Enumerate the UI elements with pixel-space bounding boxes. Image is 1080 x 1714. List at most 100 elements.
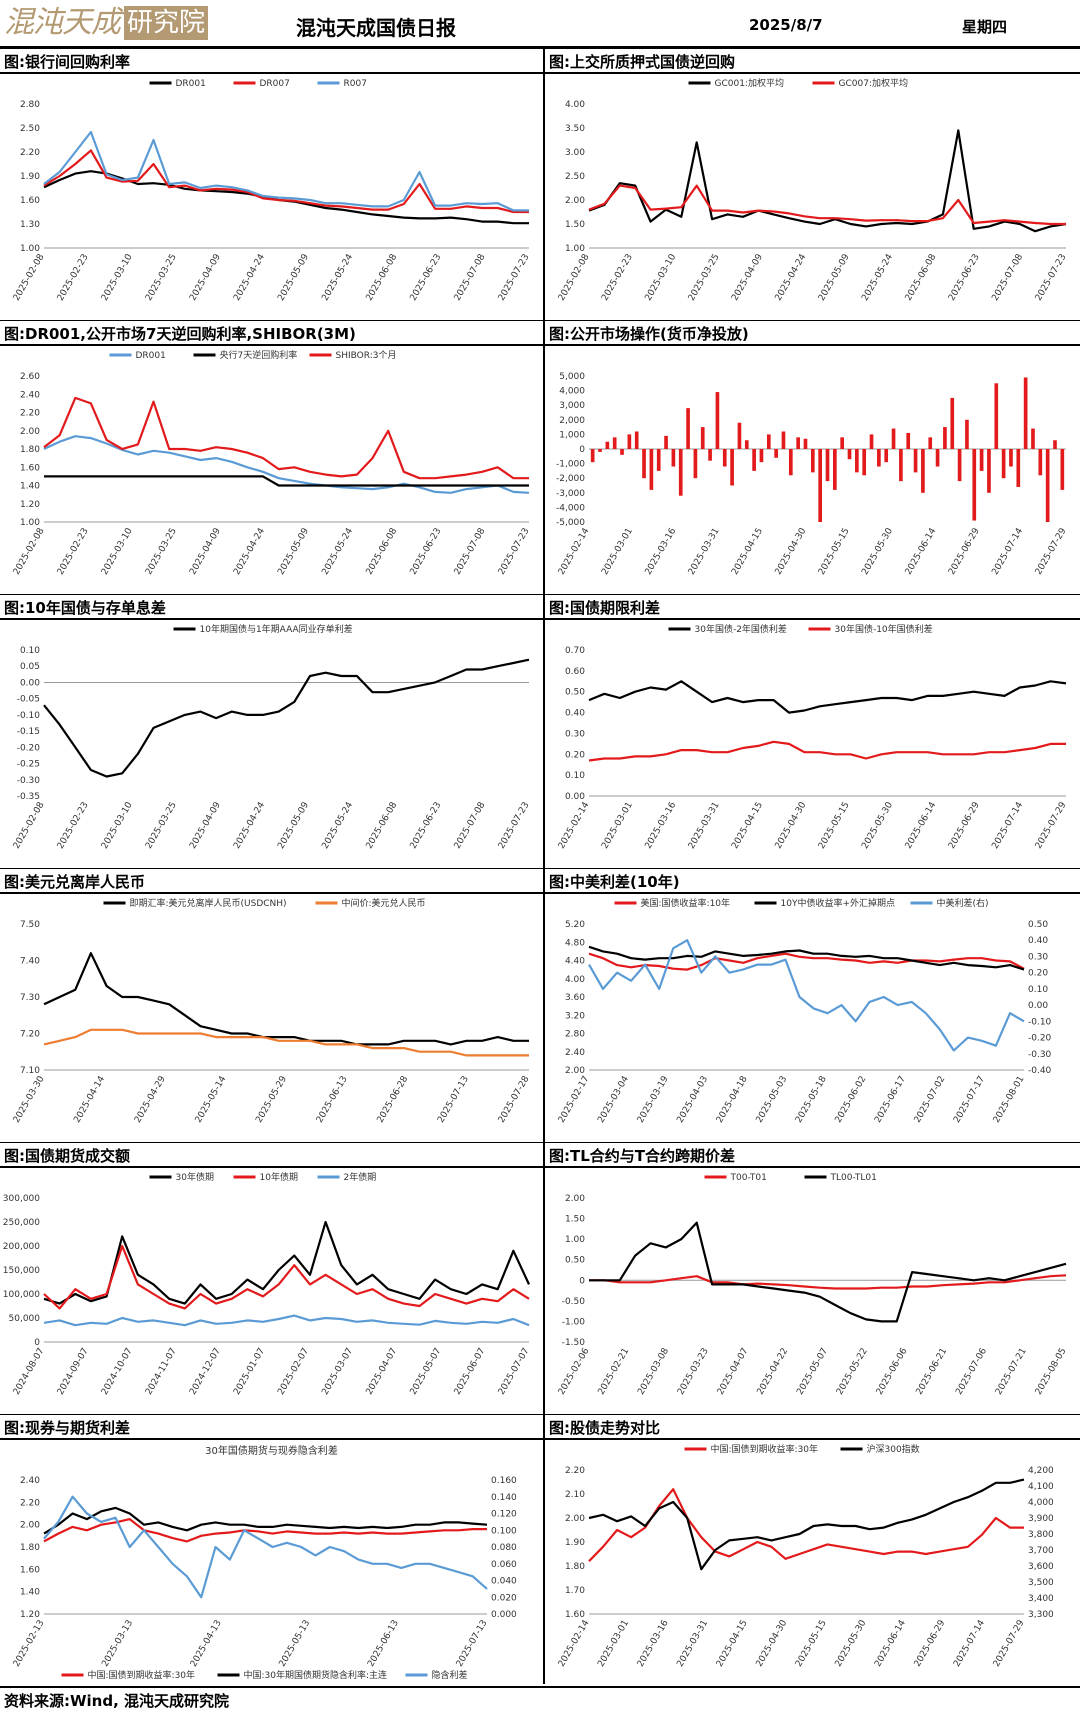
series-line <box>43 1506 488 1535</box>
y2-tick-label: -0.40 <box>1028 1066 1052 1076</box>
x-tick-label: 2025-04-09 <box>188 252 223 303</box>
x-tick-label: 2025-05-24 <box>860 252 895 303</box>
bar <box>1053 440 1057 449</box>
y-tick-label: 2.40 <box>20 1476 40 1486</box>
y-tick-label: 7.20 <box>20 1030 40 1040</box>
y-tick-label: -1.50 <box>562 1338 586 1348</box>
chart-title-c1: 图:银行间回购利率 <box>0 48 543 74</box>
chart-subtitle-c11: 30年国债期货与现券隐含利差 <box>205 1444 338 1457</box>
chart-c2: GC001:加权平均 GC007:加权平均 1.00 1.50 2.00 2.50 3.00… <box>557 77 1069 303</box>
y-tick-label: -0.05 <box>17 695 40 705</box>
y-tick-label: 4,000 <box>559 387 585 397</box>
chart-c4: -5,000 -4,000 -3,000 -2,000 -1,000 0 1,000 2,00… <box>556 372 1069 577</box>
legend-label: 10Y中债收益率+外汇掉期点 <box>781 897 896 909</box>
x-tick-label: 2025-02-14 <box>557 800 592 851</box>
y-tick-label: 0.05 <box>20 662 40 672</box>
y-tick-label: 7.50 <box>20 920 40 930</box>
y2-tick-label: -0.30 <box>1028 1050 1052 1060</box>
legend-label: 30年债期 <box>176 1171 214 1183</box>
y2-tick-label: 0.00 <box>1028 1001 1048 1011</box>
chart-c3: DR001 央行7天逆回购利率 SHIBOR:3个月 1.00 1.20 1.40 1.60… <box>12 349 532 577</box>
x-tick-label: 2025-05-09 <box>276 252 311 303</box>
y-tick-label: -3,000 <box>556 489 585 499</box>
x-tick-label: 2025-04-03 <box>675 1075 710 1125</box>
y2-tick-label: 3,700 <box>1028 1546 1054 1556</box>
x-tick-label: 2025-04-22 <box>756 1347 791 1397</box>
y-tick-label: 2.20 <box>565 1466 585 1476</box>
series-line <box>589 1221 1067 1323</box>
y-tick-label: -1.00 <box>562 1317 586 1327</box>
y-tick-label: 2.50 <box>565 172 585 182</box>
bar <box>921 449 925 493</box>
y-tick-label: 3.00 <box>565 148 585 158</box>
x-tick-label: 2025-05-09 <box>817 252 852 303</box>
legend-label: 即期汇率:美元兑离岸人民币(USDCNH) <box>130 897 287 909</box>
y-tick-label: 1.00 <box>565 244 585 254</box>
bar <box>700 427 705 449</box>
bar <box>862 449 867 476</box>
bar <box>715 392 720 449</box>
x-tick-label: 2025-04-29 <box>133 1074 168 1125</box>
series-line <box>588 740 1066 762</box>
bar <box>950 397 955 449</box>
y-tick-label: 0.00 <box>20 678 40 688</box>
chart-title-c4: 图:公开市场操作(货币净投放) <box>545 320 1080 346</box>
chart-c6: 30年国债-2年国债利差 30年国债-10年国债利差 0.00 0.10 0.20 0.3… <box>557 623 1069 851</box>
x-tick-label: 2025-06-08 <box>365 526 400 577</box>
y-tick-label: 0 <box>34 1338 40 1348</box>
y-tick-label: 2.00 <box>565 1514 585 1524</box>
x-tick-label: 2025-02-14 <box>557 526 592 577</box>
bar <box>1045 449 1050 522</box>
x-tick-label: 2025-03-23 <box>676 1347 711 1397</box>
x-tick-label: 2025-07-21 <box>994 1347 1029 1397</box>
x-tick-label: 2025-02-13 <box>12 1619 47 1669</box>
y-tick-label: 1.60 <box>20 463 40 473</box>
y-tick-label: 2.00 <box>565 1194 585 1204</box>
bar <box>803 438 808 449</box>
y-tick-label: 2.40 <box>565 1048 585 1058</box>
x-tick-label: 2025-03-16 <box>644 526 679 577</box>
bar <box>1023 377 1028 449</box>
bar <box>891 428 896 449</box>
y2-tick-label: 0.50 <box>1028 920 1048 930</box>
y-tick-label: 50,000 <box>9 1314 41 1324</box>
legend-label: DR001 <box>136 351 166 361</box>
bar <box>627 434 632 449</box>
y-tick-label: 1.90 <box>20 172 40 182</box>
bar <box>722 449 727 467</box>
x-tick-label: 2025-06-08 <box>365 252 400 303</box>
legend-label: 2年债期 <box>344 1171 377 1183</box>
y-tick-label: 0 <box>579 1276 585 1286</box>
chart-title-c3: 图:DR001,公开市场7天逆回购利率,SHIBOR(3M) <box>0 320 543 346</box>
legend-label: SHIBOR:3个月 <box>336 350 397 361</box>
x-tick-label: 2025-07-02 <box>913 1075 948 1125</box>
bar <box>884 449 889 463</box>
x-tick-label: 2025-02-14 <box>557 1618 592 1669</box>
chart-title-c12: 图:股债走势对比 <box>545 1414 1080 1440</box>
bar <box>796 437 800 449</box>
x-tick-label: 2025-06-13 <box>315 1075 350 1125</box>
x-tick-label: 2025-03-01 <box>600 527 635 577</box>
bar <box>664 435 668 449</box>
x-tick-label: 2025-06-08 <box>365 800 400 851</box>
legend-label: DR001 <box>176 79 206 89</box>
x-tick-label: 2025-02-06 <box>557 1346 592 1397</box>
y-tick-label: -2,000 <box>556 474 585 484</box>
y-tick-label: 100,000 <box>3 1290 40 1300</box>
x-tick-label: 2025-03-16 <box>636 1618 671 1669</box>
y-tick-label: 0.60 <box>565 667 585 677</box>
x-tick-label: 2025-03-01 <box>600 801 635 851</box>
x-tick-label: 2025-05-09 <box>276 526 311 577</box>
bar <box>972 449 977 521</box>
x-tick-label: 2025-04-07 <box>365 1347 400 1397</box>
legend-label: 美国:国债收益率:10年 <box>641 897 731 909</box>
y-tick-label: 0.00 <box>565 792 585 802</box>
brand-logo: 混沌天成 研究院 <box>4 4 208 42</box>
x-tick-label: 2025-04-24 <box>232 252 267 303</box>
bar <box>1031 428 1035 449</box>
series-line <box>588 129 1067 233</box>
x-tick-label: 2025-05-03 <box>755 1075 790 1125</box>
bar <box>620 449 624 455</box>
x-tick-label: 2025-05-30 <box>834 1618 869 1669</box>
